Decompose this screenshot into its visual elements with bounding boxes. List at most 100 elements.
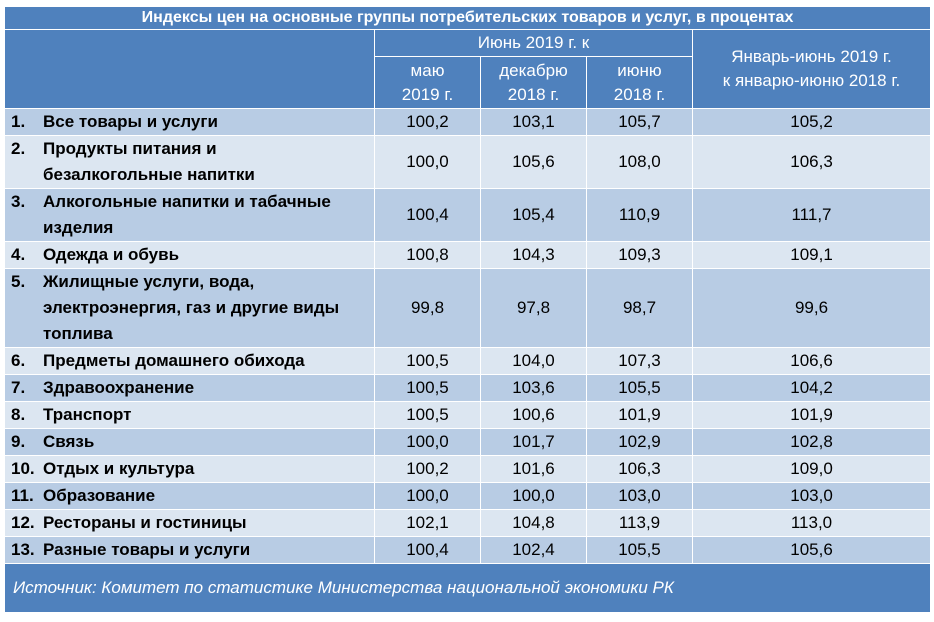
- cell-dec: 104,0: [480, 347, 587, 375]
- cell-jun: 110,9: [586, 188, 693, 242]
- header-may: маю 2019 г.: [374, 56, 481, 109]
- header-blank: [4, 29, 375, 109]
- cell-may: 100,4: [374, 536, 481, 564]
- cell-jun: 108,0: [586, 135, 693, 189]
- row-label-text: Отдых и культура: [43, 456, 194, 482]
- table-row: 4. Одежда и обувь 100,8 104,3 109,3 109,1: [4, 241, 932, 269]
- cell-janjun: 102,8: [691, 428, 932, 456]
- cell-dec: 103,6: [480, 374, 587, 402]
- row-number: 1.: [11, 112, 26, 131]
- table-row: 2. Продукты питания и безалкогольные напит…: [4, 135, 932, 189]
- table-body: 1. Все товары и услуги 100,2 103,1 105,7 105,…: [4, 108, 932, 564]
- cell-may: 100,8: [374, 241, 481, 269]
- table-row: 5. Жилищные услуги, вода, электроэнергия, …: [4, 268, 932, 348]
- row-label-text: Связь: [43, 429, 94, 455]
- row-number: 9.: [11, 432, 26, 451]
- row-label-line: Предметы домашнего обихода: [43, 351, 305, 370]
- table-row: 13. Разные товары и услуги 100,4 102,4 105,5…: [4, 536, 932, 564]
- cell-jun: 113,9: [586, 509, 693, 537]
- row-label: 12. Рестораны и гостиницы: [4, 509, 375, 537]
- row-label-line: изделия: [43, 218, 114, 237]
- row-label-line: Транспорт: [43, 405, 132, 424]
- row-number: 13.: [11, 540, 35, 559]
- row-label-text: Жилищные услуги, вода, электроэнергия, га…: [43, 269, 339, 347]
- row-number: 7.: [11, 378, 26, 397]
- table-title: Индексы цен на основные группы потребите…: [3, 6, 932, 30]
- row-label-line: Жилищные услуги, вода,: [43, 272, 255, 291]
- cell-janjun: 106,3: [691, 135, 932, 189]
- price-index-table: Индексы цен на основные группы потребите…: [3, 6, 932, 613]
- row-label: 6. Предметы домашнего обихода: [4, 347, 375, 375]
- table-row: 1. Все товары и услуги 100,2 103,1 105,7 105,…: [4, 108, 932, 136]
- cell-janjun: 109,1: [691, 241, 932, 269]
- cell-jun: 105,7: [586, 108, 693, 136]
- row-label: 13. Разные товары и услуги: [4, 536, 375, 564]
- cell-dec: 102,4: [480, 536, 587, 564]
- row-number: 8.: [11, 405, 26, 424]
- header-jan-jun-line1: Январь-июнь 2019 г.: [731, 47, 892, 66]
- row-label-line: Отдых и культура: [43, 459, 195, 478]
- row-label-text: Предметы домашнего обихода: [43, 348, 305, 374]
- cell-dec: 101,6: [480, 455, 587, 483]
- cell-dec: 100,0: [480, 482, 587, 510]
- row-number: 10.: [11, 459, 35, 478]
- cell-janjun: 99,6: [691, 268, 932, 348]
- cell-jun: 98,7: [586, 268, 693, 348]
- row-label-line: безалкогольные напитки: [43, 165, 255, 184]
- cell-jun: 109,3: [586, 241, 693, 269]
- row-label-text: Образование: [43, 483, 155, 509]
- row-label: 8. Транспорт: [4, 401, 375, 429]
- row-number: 4.: [11, 245, 26, 264]
- row-label-text: Рестораны и гостиницы: [43, 510, 247, 536]
- row-label: 5. Жилищные услуги, вода, электроэнергия, …: [4, 268, 375, 348]
- cell-janjun: 105,6: [691, 536, 932, 564]
- table-row: 9. Связь 100,0 101,7 102,9 102,8: [4, 428, 932, 456]
- header-dec-line1: декабрю: [499, 60, 568, 80]
- row-label: 10. Отдых и культура: [4, 455, 375, 483]
- cell-dec: 104,3: [480, 241, 587, 269]
- cell-may: 100,0: [374, 482, 481, 510]
- table-row: 8. Транспорт 100,5 100,6 101,9 101,9: [4, 401, 932, 429]
- cell-dec: 100,6: [480, 401, 587, 429]
- cell-dec: 101,7: [480, 428, 587, 456]
- table-row: 10. Отдых и культура 100,2 101,6 106,3 109,0: [4, 455, 932, 483]
- row-label: 9. Связь: [4, 428, 375, 456]
- cell-dec: 104,8: [480, 509, 587, 537]
- cell-janjun: 109,0: [691, 455, 932, 483]
- row-label: 4. Одежда и обувь: [4, 241, 375, 269]
- row-label-text: Алкогольные напитки и табачные изделия: [43, 189, 331, 241]
- row-label: 7. Здравоохранение: [4, 374, 375, 402]
- cell-janjun: 104,2: [691, 374, 932, 402]
- cell-jun: 106,3: [586, 455, 693, 483]
- cell-jun: 102,9: [586, 428, 693, 456]
- row-label-text: Все товары и услуги: [43, 109, 218, 135]
- row-number: 11.: [11, 486, 34, 505]
- cell-dec: 97,8: [480, 268, 587, 348]
- source-note: Источник: Комитет по статистике Министер…: [3, 563, 932, 613]
- row-label-line: Образование: [43, 486, 156, 505]
- header-jun: июню 2018 г.: [586, 56, 693, 109]
- row-number: 6.: [11, 351, 26, 370]
- cell-may: 100,4: [374, 188, 481, 242]
- cell-jun: 101,9: [586, 401, 693, 429]
- cell-janjun: 103,0: [691, 482, 932, 510]
- row-label-text: Одежда и обувь: [43, 242, 179, 268]
- cell-may: 100,2: [374, 108, 481, 136]
- cell-jun: 103,0: [586, 482, 693, 510]
- cell-may: 100,0: [374, 428, 481, 456]
- row-number: 12.: [11, 513, 35, 532]
- header-jan-jun-line2: к январю-июню 2018 г.: [722, 71, 901, 90]
- row-label-line: Одежда и обувь: [43, 245, 180, 264]
- row-label-line: Здравоохранение: [43, 378, 195, 397]
- cell-may: 100,5: [374, 347, 481, 375]
- row-label: 1. Все товары и услуги: [4, 108, 375, 136]
- row-label: 2. Продукты питания и безалкогольные напит…: [4, 135, 375, 189]
- table-row: 7. Здравоохранение 100,5 103,6 105,5 104,2: [4, 374, 932, 402]
- row-label-line: Разные товары и услуги: [43, 540, 251, 559]
- row-label: 3. Алкогольные напитки и табачные изделия: [4, 188, 375, 242]
- table-row: 3. Алкогольные напитки и табачные изделия 1…: [4, 188, 932, 242]
- cell-jun: 107,3: [586, 347, 693, 375]
- cell-may: 102,1: [374, 509, 481, 537]
- row-label-line: Алкогольные напитки и табачные: [43, 192, 331, 211]
- row-label-text: Здравоохранение: [43, 375, 194, 401]
